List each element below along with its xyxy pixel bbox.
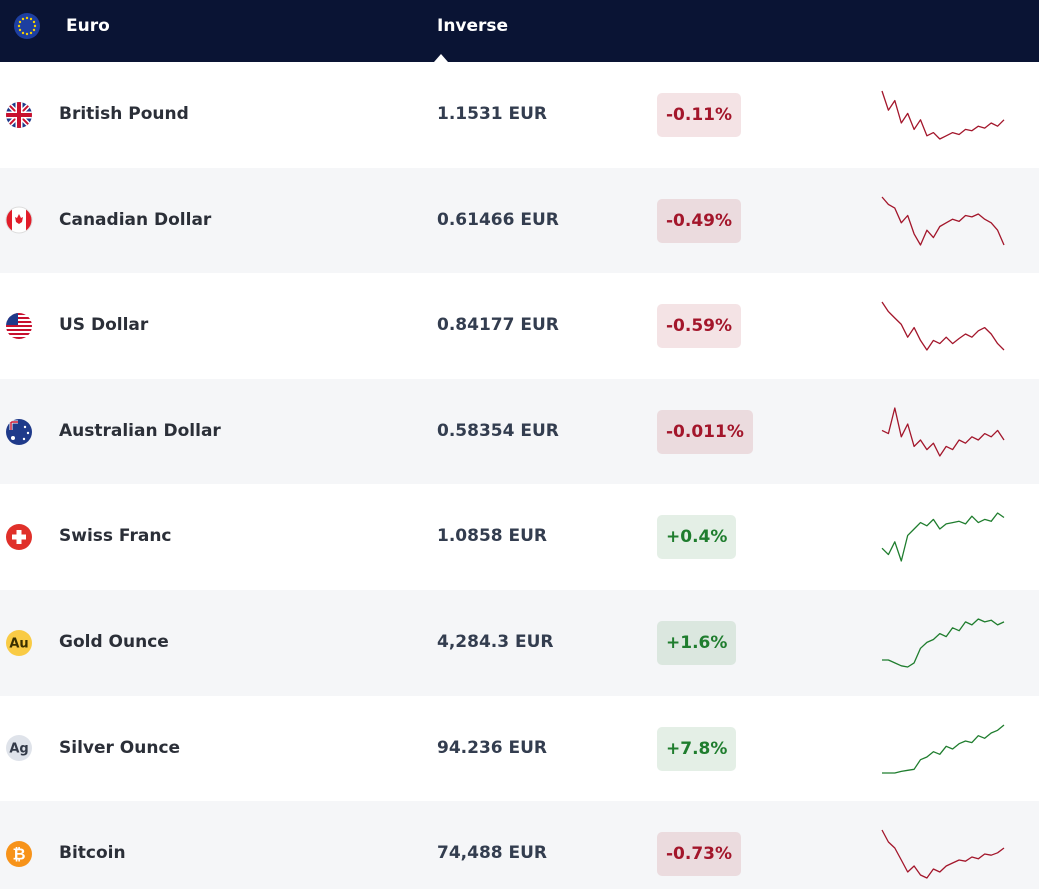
currency-name: Swiss Franc xyxy=(59,526,172,547)
sparkline xyxy=(881,196,1005,246)
currency-row[interactable]: US Dollar 0.84177 EUR -0.59% xyxy=(0,273,1039,379)
change-badge: +0.4% xyxy=(657,515,737,560)
rate: 4,284.3 EUR xyxy=(437,632,554,652)
sparkline-path xyxy=(882,724,1005,774)
selected-caret xyxy=(434,54,448,62)
flag-gb xyxy=(6,101,32,128)
currency-name: Bitcoin xyxy=(59,843,126,864)
sparkline xyxy=(881,90,1005,140)
flag-ch xyxy=(6,524,32,551)
inverse-toggle[interactable]: Inverse xyxy=(437,16,509,36)
base-currency: Euro xyxy=(66,16,110,36)
change-badge: -0.49% xyxy=(657,198,742,243)
flag-ca xyxy=(5,206,33,234)
header: Euro Inverse xyxy=(0,0,1039,62)
sparkline xyxy=(881,407,1005,457)
sparkline xyxy=(882,618,1005,668)
currency-row[interactable]: Ag Silver Ounce 94.236 EUR +7.8% xyxy=(0,696,1039,802)
euro-flag xyxy=(14,13,40,39)
change-badge: -0.11% xyxy=(657,93,742,137)
sparkline-path xyxy=(881,196,1005,246)
sparkline-path xyxy=(882,618,1005,668)
icon-label: ₿ xyxy=(12,844,25,863)
currency-name: Gold Ounce xyxy=(59,632,169,652)
currency-row[interactable]: British Pound 1.1531 EUR -0.11% xyxy=(0,62,1039,168)
rate: 94.236 EUR xyxy=(437,737,548,758)
currency-name: British Pound xyxy=(59,104,189,124)
rate: 1.1531 EUR xyxy=(437,104,548,124)
sparkline-path xyxy=(881,512,1005,563)
currency-name: US Dollar xyxy=(59,315,149,336)
currency-row[interactable]: Australian Dollar 0.58354 EUR -0.011% xyxy=(0,378,1039,485)
rate: 0.58354 EUR xyxy=(437,420,559,441)
sparkline-path xyxy=(881,301,1005,351)
icon-label: Ag xyxy=(9,742,28,757)
rate: 0.61466 EUR xyxy=(437,209,559,230)
sparkline xyxy=(882,724,1005,774)
icon-label: Au xyxy=(9,636,28,651)
sparkline-path xyxy=(881,90,1005,140)
icon-bitcoin: ₿ xyxy=(6,840,32,867)
currency-row[interactable]: ₿ Bitcoin 74,488 EUR -0.73% xyxy=(0,801,1039,889)
flag-au xyxy=(6,418,32,445)
sparkline-path xyxy=(881,407,1005,457)
rate: 0.84177 EUR xyxy=(437,315,559,336)
icon-silver: Ag xyxy=(6,735,32,762)
change-badge: +7.8% xyxy=(657,726,737,771)
currency-name: Silver Ounce xyxy=(59,737,181,758)
rate: 1.0858 EUR xyxy=(437,526,548,547)
sparkline xyxy=(881,301,1005,351)
change-badge: +1.6% xyxy=(657,621,737,665)
sparkline xyxy=(881,512,1005,563)
currency-row[interactable]: Swiss Franc 1.0858 EUR +0.4% xyxy=(0,484,1039,590)
rate: 74,488 EUR xyxy=(437,843,548,864)
flag-us xyxy=(6,312,32,339)
currency-name: Canadian Dollar xyxy=(59,209,212,230)
sparkline xyxy=(881,829,1005,879)
change-badge: -0.59% xyxy=(657,304,742,349)
currency-name: Australian Dollar xyxy=(59,420,221,441)
sparkline-path xyxy=(881,829,1005,879)
currency-row[interactable]: Au Gold Ounce 4,284.3 EUR +1.6% xyxy=(0,590,1039,696)
change-badge: -0.73% xyxy=(657,832,742,877)
currency-row[interactable]: Canadian Dollar 0.61466 EUR -0.49% xyxy=(0,167,1039,274)
change-badge: -0.011% xyxy=(657,409,753,454)
icon-gold: Au xyxy=(6,629,32,656)
